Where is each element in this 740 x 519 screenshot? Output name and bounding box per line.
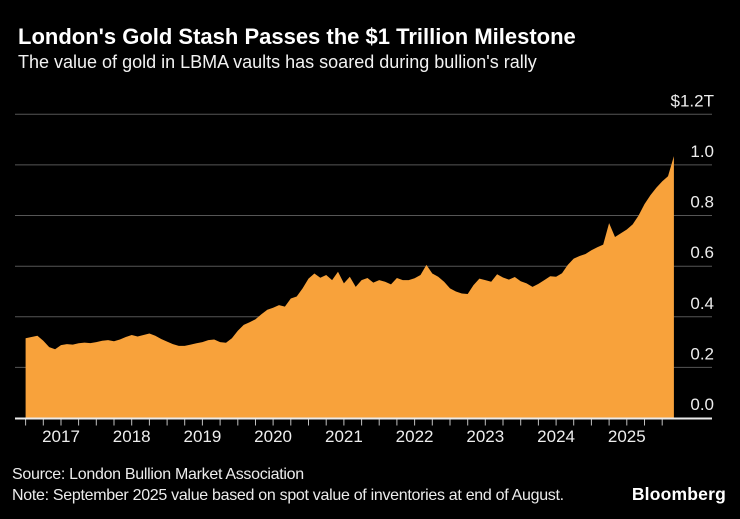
x-axis-label: 2022 [396, 427, 434, 446]
y-axis-label: 1.0 [690, 142, 714, 161]
x-axis-label: 2020 [254, 427, 292, 446]
area-series [25, 156, 674, 418]
area-chart: $1.2T 1.0 0.8 0.6 0.4 0.2 0.0 2017 2018 2019 2020 2… [15, 91, 714, 446]
x-axis-label: 2017 [42, 427, 80, 446]
y-axis-label: 0.6 [690, 243, 714, 262]
x-axis-label: 2018 [113, 427, 151, 446]
bloomberg-logo: Bloomberg [631, 484, 726, 504]
x-axis-label: 2023 [466, 427, 504, 446]
note-text: Note: September 2025 value based on spot… [12, 487, 564, 504]
y-axis-label: 0.4 [690, 294, 714, 313]
x-axis-label: 2025 [608, 427, 646, 446]
y-axis-label: $1.2T [671, 91, 714, 110]
chart-subtitle: The value of gold in LBMA vaults has soa… [18, 52, 537, 72]
chart-title: London's Gold Stash Passes the $1 Trilli… [18, 24, 576, 49]
y-axis-label: 0.8 [690, 193, 714, 212]
x-axis-label: 2021 [325, 427, 363, 446]
y-axis-label: 0.2 [690, 344, 714, 363]
x-axis-label: 2019 [183, 427, 221, 446]
y-axis-label: 0.0 [690, 395, 714, 414]
source-text: Source: London Bullion Market Associatio… [12, 466, 304, 483]
x-axis-label: 2024 [537, 427, 575, 446]
